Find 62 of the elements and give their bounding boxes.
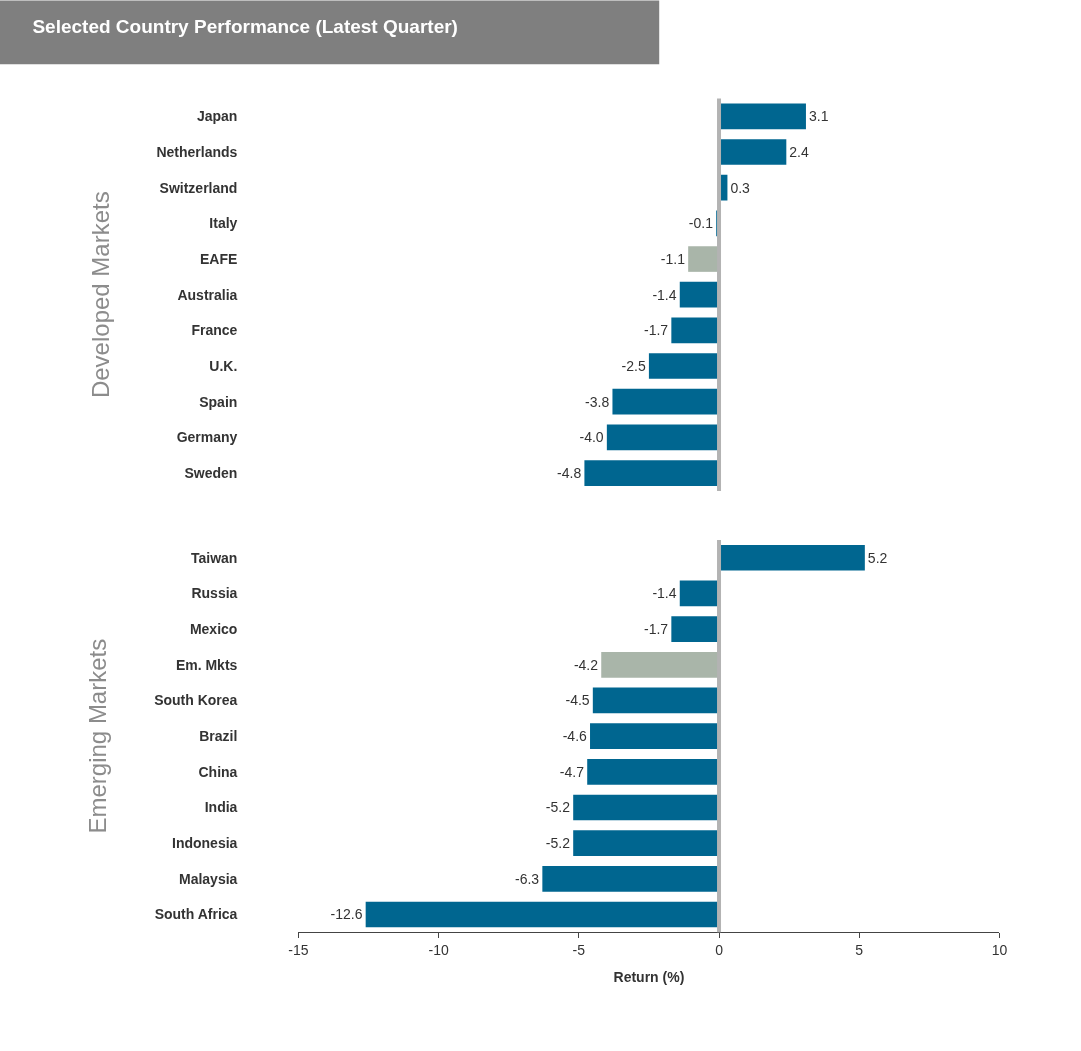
- data-label: -4.6: [562, 728, 588, 745]
- bar: [648, 353, 720, 379]
- y-tick-label: Sweden: [184, 464, 238, 481]
- y-tick-label: Germany: [176, 429, 238, 446]
- bar: [679, 281, 720, 308]
- bar: [606, 424, 720, 451]
- data-label: -4.0: [579, 429, 604, 446]
- chart-title: Selected Country Performance (Latest Quarter): [32, 15, 458, 37]
- y-tick-label: South Korea: [154, 692, 238, 709]
- data-label: -4.7: [559, 763, 585, 780]
- data-label: -0.1: [688, 215, 714, 232]
- bar: [612, 388, 720, 415]
- y-tick-label: U.K.: [209, 357, 238, 374]
- y-tick-label: Switzerland: [159, 179, 238, 196]
- y-tick-label: Netherlands: [156, 143, 238, 160]
- data-label: -4.2: [573, 656, 599, 673]
- data-label: -1.7: [644, 322, 669, 339]
- bar: [719, 103, 806, 130]
- data-label: -1.4: [652, 286, 677, 303]
- y-tick-label: France: [191, 322, 238, 339]
- data-label: -1.1: [660, 251, 686, 268]
- x-tick-label: 5: [855, 942, 864, 959]
- y-tick-label: Russia: [191, 585, 238, 602]
- data-label: 3.1: [808, 108, 829, 125]
- bar: [719, 139, 787, 165]
- y-tick-label: Japan: [196, 108, 238, 125]
- data-label: -2.5: [621, 358, 646, 375]
- y-tick-label: South Africa: [154, 906, 238, 923]
- y-tick-label: Spain: [199, 393, 238, 410]
- data-label: -4.8: [557, 465, 582, 482]
- y-tick-label: Australia: [177, 286, 238, 303]
- data-label: 5.2: [867, 549, 888, 566]
- y-tick-label: China: [198, 763, 238, 780]
- x-tick-label: -5: [572, 942, 586, 959]
- y-tick-label: Indonesia: [172, 835, 238, 852]
- bar: [584, 460, 720, 486]
- data-label: -3.8: [585, 393, 610, 410]
- x-tick-label: 10: [991, 942, 1008, 959]
- y-tick-label: Mexico: [189, 621, 238, 638]
- data-label: 2.4: [789, 143, 809, 160]
- y-axis-title: Emerging Markets: [84, 638, 112, 834]
- y-tick-label: India: [204, 799, 238, 816]
- y-tick-label: Em. Mkts: [175, 656, 238, 673]
- data-label: -1.7: [644, 621, 669, 638]
- data-label: -4.5: [565, 692, 590, 709]
- data-label: 0.3: [730, 179, 751, 196]
- data-label: -12.6: [330, 906, 363, 923]
- x-tick-label: -10: [428, 942, 449, 959]
- y-tick-label: EAFE: [200, 250, 238, 267]
- y-tick-label: Taiwan: [190, 549, 238, 566]
- x-tick-label: 0: [715, 942, 724, 959]
- data-label: -5.2: [545, 799, 571, 816]
- data-label: -5.2: [545, 835, 571, 852]
- bar: [671, 317, 720, 344]
- x-axis-title: Return (%): [613, 969, 685, 986]
- y-tick-label: Malaysia: [178, 870, 238, 887]
- data-label: -6.3: [515, 870, 540, 887]
- x-tick-label: -15: [288, 942, 309, 959]
- y-tick-label: Brazil: [199, 728, 238, 745]
- y-axis-title: Developed Markets: [86, 191, 114, 399]
- y-tick-label: Italy: [209, 215, 238, 232]
- data-label: -1.4: [652, 585, 677, 602]
